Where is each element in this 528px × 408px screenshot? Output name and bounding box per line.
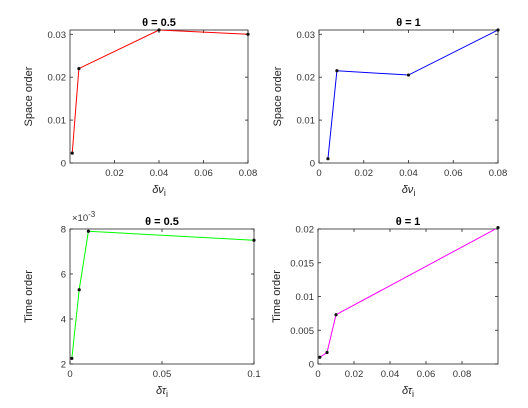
x-tick-label: 0.08 xyxy=(239,168,258,179)
y-tick-label: 0 xyxy=(310,159,315,170)
data-point xyxy=(326,157,330,161)
x-axis-label: δνi xyxy=(152,184,166,198)
data-point xyxy=(335,69,339,73)
series-line xyxy=(319,229,497,358)
x-axis-label-subscript: i xyxy=(166,389,168,399)
x-axis-label: δνi xyxy=(402,184,416,198)
x-tick-label: 0.06 xyxy=(194,168,213,179)
y-tick-label: 0.01 xyxy=(48,116,67,127)
x-tick-label: 0.04 xyxy=(381,369,400,380)
series-line xyxy=(71,30,248,154)
data-point xyxy=(252,238,256,242)
series-line xyxy=(327,30,498,159)
y-axis-label: Time order xyxy=(23,270,35,323)
data-point xyxy=(157,28,161,32)
y-tick-label: 4 xyxy=(61,315,66,326)
data-point xyxy=(86,229,90,233)
y-tick-label: 0 xyxy=(61,159,66,170)
y-tick-label: 8 xyxy=(61,225,66,236)
x-axis-label: δτi xyxy=(402,385,414,399)
data-point xyxy=(77,67,81,71)
chart-panel-1: θ = 0.5 0.02 0.04 0.06 0.08 0 0.01 0.02 0.03 δνi S… xyxy=(23,17,257,198)
x-tick-label: 0 xyxy=(315,369,320,380)
x-tick-label: 0.06 xyxy=(444,168,463,179)
x-tick-label: 0.04 xyxy=(399,168,418,179)
x-tick-label: 0.02 xyxy=(105,168,124,179)
y-tick-label: 0.02 xyxy=(48,73,67,84)
x-axis-label-subscript: i xyxy=(412,389,414,399)
data-point xyxy=(70,151,74,155)
y-exponent-label: ×10-3 xyxy=(72,210,96,224)
chart-panel-3: θ = 0.5 0 0.05 0.1 2 4 6 8 ×10-3 δτi Time order xyxy=(23,210,261,399)
chart-title: θ = 0.5 xyxy=(145,216,179,228)
plot-frame xyxy=(69,29,249,164)
y-exponent-power: -3 xyxy=(88,210,96,219)
x-axis-label-subscript: i xyxy=(413,188,415,198)
data-point xyxy=(496,226,500,230)
plot-frame xyxy=(317,228,499,365)
y-tick-label: 2 xyxy=(61,360,66,371)
y-axis-label: Time order xyxy=(271,270,283,323)
y-tick-label: 0.01 xyxy=(296,292,315,303)
data-point xyxy=(496,28,500,32)
y-tick-label: 0.01 xyxy=(297,116,316,127)
data-point xyxy=(334,313,338,317)
plot-frame xyxy=(318,29,499,164)
x-tick-label: 0.08 xyxy=(489,168,508,179)
y-axis-label: Space order xyxy=(272,66,284,126)
y-axis-label: Space order xyxy=(23,66,35,126)
chart-title: θ = 1 xyxy=(396,216,421,228)
chart-panel-2: θ = 1 0 0.02 0.04 0.06 0.08 0 0.01 0.02 0.03 δνi Sp… xyxy=(272,17,507,198)
x-tick-label: 0 xyxy=(316,168,321,179)
x-axis-label-subscript: i xyxy=(164,188,166,198)
y-tick-label: 0.03 xyxy=(297,30,316,41)
y-tick-label: 0.03 xyxy=(48,30,67,41)
x-tick-label: 0.06 xyxy=(417,369,436,380)
y-tick-label: 0.02 xyxy=(297,73,316,84)
data-point xyxy=(325,350,329,355)
x-tick-label: 0.04 xyxy=(150,168,169,179)
y-tick-label: 0.005 xyxy=(290,326,314,337)
data-point xyxy=(70,356,74,360)
y-tick-label: 0.015 xyxy=(290,258,314,269)
y-tick-label: 6 xyxy=(61,270,66,281)
plot-frame xyxy=(69,228,255,365)
data-point xyxy=(318,355,322,359)
chart-title: θ = 0.5 xyxy=(142,17,176,29)
y-tick-label: 0.02 xyxy=(296,225,315,236)
chart-panel-4: θ = 1 0 0.02 0.04 0.06 0.08 0 0.005 0.01 0.015 0.0… xyxy=(271,216,500,399)
x-tick-label: 0.02 xyxy=(355,168,374,179)
data-point xyxy=(406,73,411,77)
x-tick-label: 0 xyxy=(67,369,72,380)
series-line xyxy=(71,230,254,359)
x-tick-label: 0.05 xyxy=(153,369,172,380)
y-tick-label: 0 xyxy=(309,360,314,371)
x-tick-label: 0.08 xyxy=(453,369,472,380)
x-axis-label: δτi xyxy=(156,385,168,399)
x-tick-label: 0.02 xyxy=(345,369,364,380)
data-point xyxy=(246,32,250,36)
x-tick-label: 0.1 xyxy=(247,369,260,380)
data-point xyxy=(77,288,81,292)
chart-title: θ = 1 xyxy=(396,17,421,29)
